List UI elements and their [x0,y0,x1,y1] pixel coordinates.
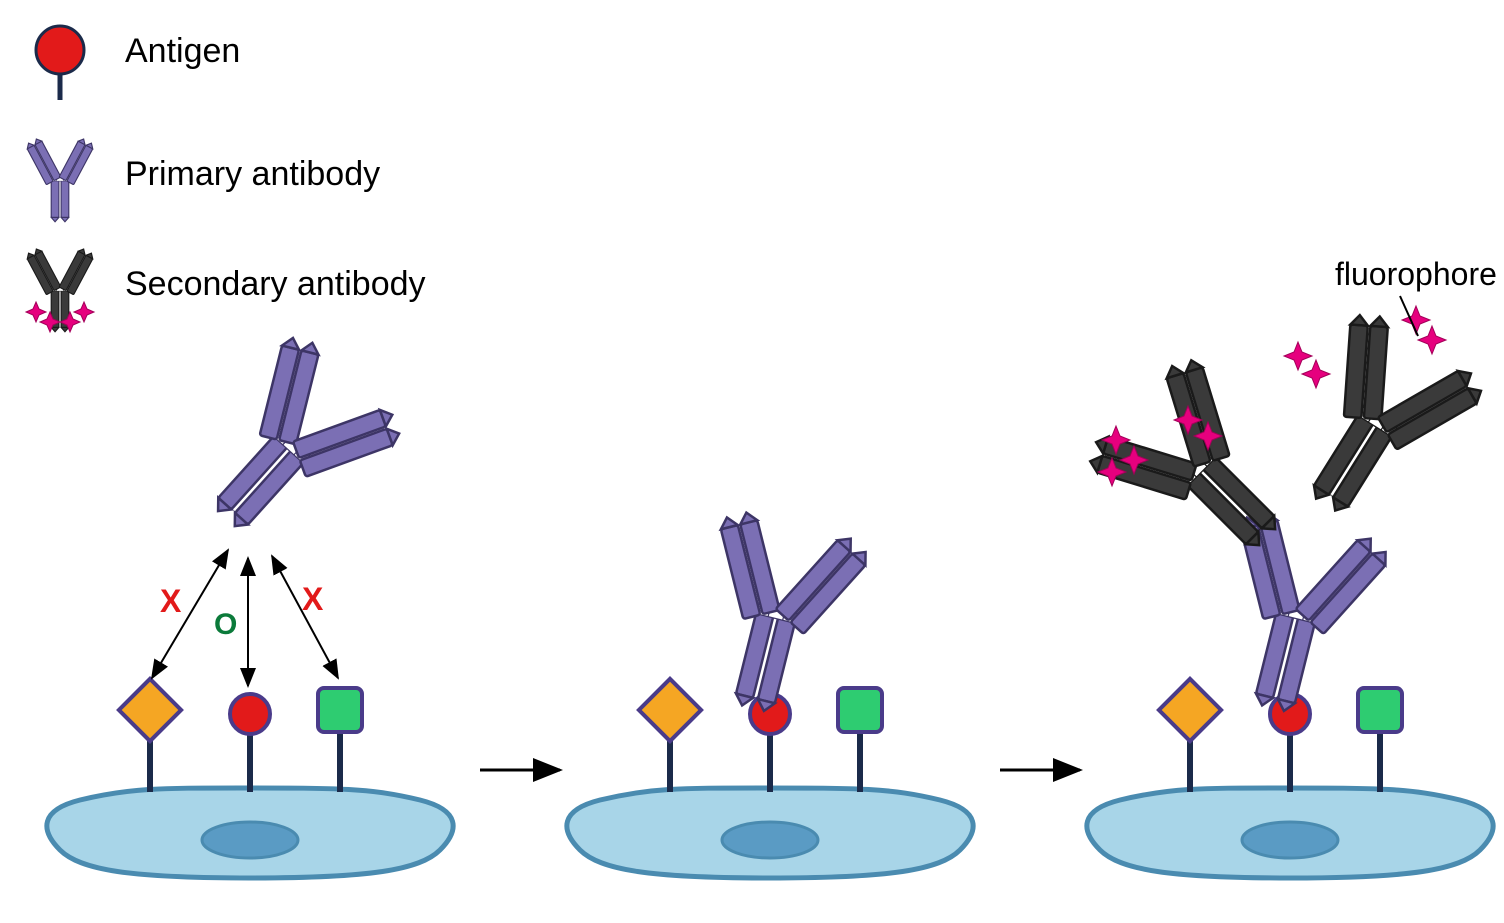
fluorophore-label: fluorophore [1335,256,1497,292]
primary-antibody-floating [168,323,414,572]
secondary-antibody-right [1259,300,1495,547]
cell-nucleus-2 [722,822,818,858]
arrow-to-square [272,556,338,678]
cell-nucleus-1 [202,822,298,858]
cell-nucleus-3 [1242,822,1338,858]
receptor-square-2 [838,688,882,792]
o-mark: O [214,608,237,641]
antigen-icon [36,26,84,74]
legend-antigen-label: Antigen [125,32,240,70]
receptor-diamond-2 [639,679,701,792]
receptor-square-1 [318,688,362,792]
legend-secondary-antibody: Secondary antibody [25,247,425,332]
receptor-antigen-2 [750,694,790,792]
legend-antigen: Antigen [36,26,240,100]
legend-primary-label: Primary antibody [125,155,380,193]
legend-primary-antibody: Primary antibody [25,137,380,222]
receptor-antigen-3 [1270,694,1310,792]
legend-secondary-label: Secondary antibody [125,265,426,303]
receptor-diamond-1 [119,679,181,792]
panel-3 [1075,300,1494,878]
x-mark-left: X [160,583,182,619]
panel-2 [567,502,973,878]
receptor-antigen-1 [230,694,270,792]
receptor-diamond-3 [1159,679,1221,792]
panel-1: X O X [47,323,453,878]
x-mark-right: X [302,581,324,617]
primary-antibody-icon [25,137,95,222]
receptor-square-3 [1358,688,1402,792]
